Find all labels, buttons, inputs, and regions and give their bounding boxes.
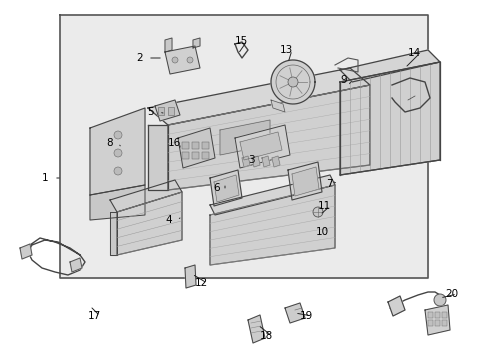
Text: 10: 10	[315, 227, 328, 237]
Bar	[427, 312, 432, 318]
Polygon shape	[155, 100, 180, 121]
Text: 3: 3	[247, 155, 254, 165]
Bar	[182, 152, 189, 159]
Text: 17: 17	[88, 311, 101, 321]
Polygon shape	[193, 38, 200, 48]
Polygon shape	[235, 125, 289, 168]
Polygon shape	[148, 125, 168, 190]
Polygon shape	[339, 62, 439, 175]
Polygon shape	[220, 120, 269, 155]
Text: 9: 9	[339, 75, 346, 85]
Circle shape	[312, 207, 323, 217]
Circle shape	[114, 167, 122, 175]
Polygon shape	[214, 175, 239, 202]
Text: 7: 7	[325, 179, 332, 189]
Bar	[158, 107, 163, 115]
Polygon shape	[164, 46, 200, 74]
Bar	[202, 152, 208, 159]
Text: 12: 12	[195, 278, 208, 288]
Circle shape	[114, 131, 122, 139]
Bar	[182, 142, 189, 149]
Bar	[192, 142, 199, 149]
Bar	[202, 142, 208, 149]
Polygon shape	[271, 156, 280, 167]
Polygon shape	[20, 244, 32, 259]
Polygon shape	[270, 100, 285, 112]
Polygon shape	[90, 108, 145, 195]
Circle shape	[287, 77, 297, 87]
Bar	[441, 312, 446, 318]
Text: 19: 19	[299, 311, 313, 321]
Bar	[441, 320, 446, 326]
Polygon shape	[164, 38, 172, 52]
Circle shape	[433, 294, 445, 306]
Bar	[168, 107, 174, 115]
Polygon shape	[424, 305, 449, 335]
Polygon shape	[242, 156, 249, 167]
Polygon shape	[240, 132, 282, 160]
Text: 15: 15	[235, 36, 248, 46]
Text: 14: 14	[407, 48, 420, 58]
Text: 6: 6	[213, 183, 219, 193]
Polygon shape	[209, 170, 242, 206]
Text: 18: 18	[260, 331, 273, 341]
Polygon shape	[178, 128, 215, 168]
Text: 20: 20	[444, 289, 457, 299]
Polygon shape	[168, 85, 369, 190]
Polygon shape	[148, 68, 369, 125]
Bar	[434, 320, 439, 326]
Polygon shape	[291, 167, 318, 196]
Polygon shape	[285, 303, 305, 323]
Circle shape	[114, 149, 122, 157]
Polygon shape	[287, 162, 321, 200]
Text: 2: 2	[136, 53, 142, 63]
Text: 5: 5	[147, 107, 153, 117]
Circle shape	[172, 57, 178, 63]
Polygon shape	[262, 156, 269, 167]
Polygon shape	[251, 156, 260, 167]
Text: 13: 13	[280, 45, 293, 55]
Text: 4: 4	[164, 215, 171, 225]
Polygon shape	[209, 175, 334, 215]
Bar	[427, 320, 432, 326]
Text: 1: 1	[42, 173, 48, 183]
Polygon shape	[70, 258, 82, 272]
Bar	[192, 152, 199, 159]
Polygon shape	[60, 15, 427, 278]
Bar	[434, 312, 439, 318]
Polygon shape	[270, 60, 314, 104]
Text: 8: 8	[106, 138, 112, 148]
Polygon shape	[117, 192, 182, 255]
Polygon shape	[184, 265, 196, 288]
Polygon shape	[110, 212, 117, 255]
Polygon shape	[110, 180, 182, 212]
Circle shape	[186, 57, 193, 63]
Text: 16: 16	[168, 138, 181, 148]
Polygon shape	[339, 50, 439, 82]
Polygon shape	[90, 185, 145, 220]
Polygon shape	[387, 296, 404, 316]
Text: 11: 11	[317, 201, 330, 211]
Polygon shape	[247, 315, 264, 343]
Polygon shape	[209, 185, 334, 265]
